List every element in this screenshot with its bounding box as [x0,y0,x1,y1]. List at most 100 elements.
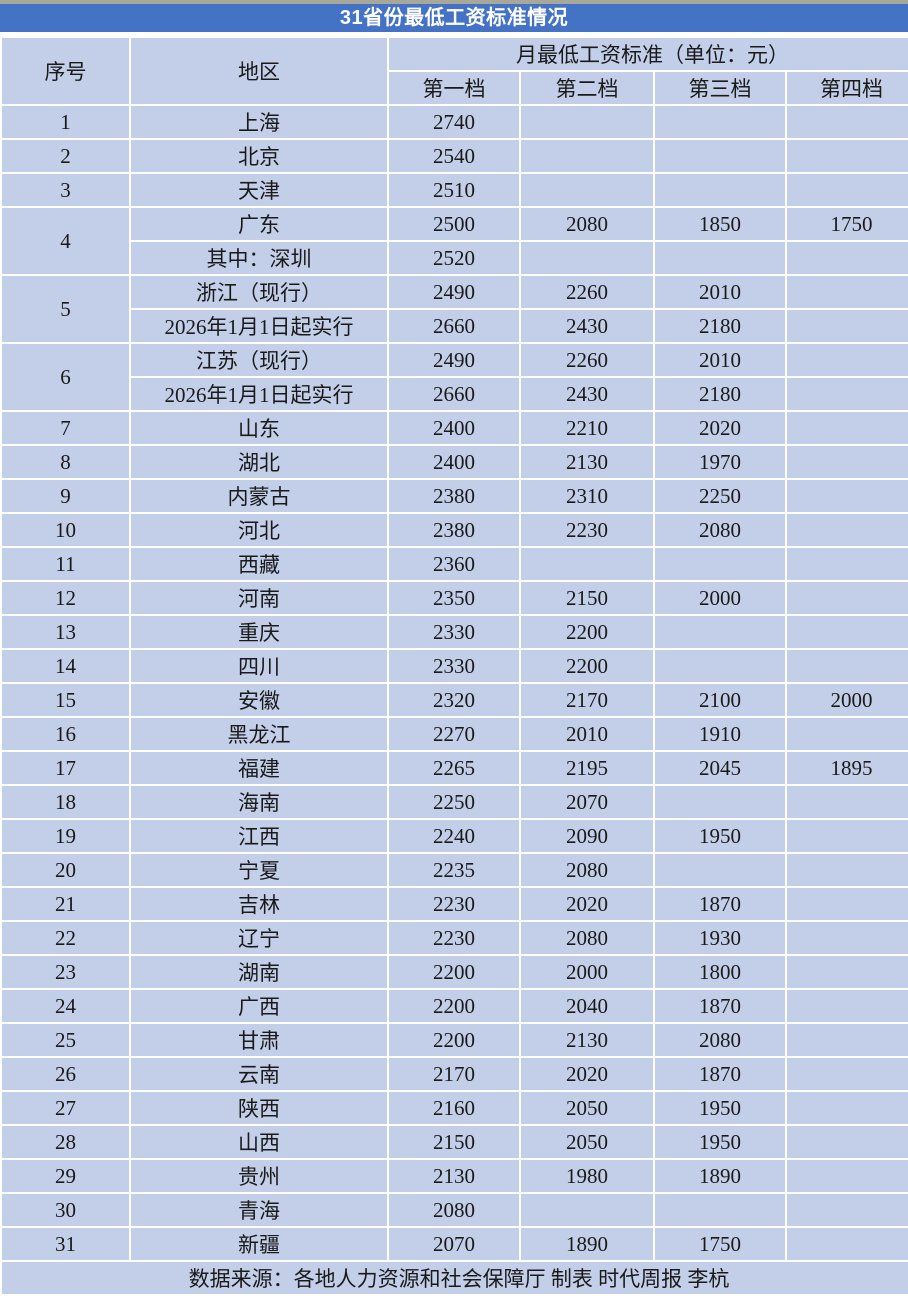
cell-tier4 [787,888,908,920]
header-tier4: 第四档 [787,72,908,104]
cell-index: 28 [2,1126,129,1158]
header-tier1: 第一档 [389,72,519,104]
minimum-wage-table: 序号 地区 月最低工资标准（单位：元） 第一档 第二档 第三档 第四档 1 上海 2… [0,36,908,1296]
page-title: 31省份最低工资标准情况 [0,4,908,32]
cell-tier4 [787,1228,908,1260]
cell-index: 7 [2,412,129,444]
cell-tier4 [787,140,908,172]
table-row: 2 北京 2540 [2,140,908,172]
table-row: 11 西藏 2360 [2,548,908,580]
cell-tier3: 2180 [655,310,785,342]
cell-region: 山东 [131,412,387,444]
cell-tier3 [655,548,785,580]
table-row: 21 吉林 2230 2020 1870 [2,888,908,920]
cell-tier2: 2130 [521,446,653,478]
cell-region: 内蒙古 [131,480,387,512]
cell-tier4 [787,786,908,818]
cell-tier4 [787,616,908,648]
cell-tier2: 2050 [521,1126,653,1158]
table-body: 1 上海 2740 2 北京 2540 3 天津 2510 4 广东 2500 2080 1850 1750… [2,106,908,1260]
table-row: 6 江苏（现行） 2490 2260 2010 [2,344,908,410]
cell-index: 4 [2,208,129,274]
source-note: 数据来源：各地人力资源和社会保障厅 制表 时代周报 李杭 [2,1262,908,1294]
cell-tier2 [521,140,653,172]
cell-tier2: 2200 [521,650,653,682]
table-row: 7 山东 2400 2210 2020 [2,412,908,444]
cell-index: 27 [2,1092,129,1124]
table-row: 10 河北 2380 2230 2080 [2,514,908,546]
cell-tier1: 2170 [389,1058,519,1090]
table-row: 23 湖南 2200 2000 1800 [2,956,908,988]
cell-index: 5 [2,276,129,342]
cell-region: 浙江（现行） [131,276,387,308]
cell-tier2: 2200 [521,616,653,648]
cell-tier3: 2080 [655,514,785,546]
cell-tier2: 2080 [521,922,653,954]
cell-tier3 [655,1194,785,1226]
cell-region: 广西 [131,990,387,1022]
table-row: 4 广东 2500 2080 1850 1750 [2,208,908,274]
table-row: 30 青海 2080 [2,1194,908,1226]
cell-region: 黑龙江 [131,718,387,750]
cell-region: 江西 [131,820,387,852]
cell-tier1: 2200 [389,990,519,1022]
cell-tier1: 2235 [389,854,519,886]
cell-tier2: 2260 [521,344,653,376]
cell-tier3: 1910 [655,718,785,750]
cell-tier2: 2000 [521,956,653,988]
cell-tier1: 2490 [389,276,519,308]
cell-tier1: 2150 [389,1126,519,1158]
cell-index: 1 [2,106,129,138]
cell-index: 20 [2,854,129,886]
cell-tier1: 2360 [389,548,519,580]
cell-tier2: 2260 [521,276,653,308]
cell-region: 海南 [131,786,387,818]
cell-index: 16 [2,718,129,750]
cell-tier4: 1750 [787,208,908,240]
cell-tier4 [787,310,908,342]
table-row: 3 天津 2510 [2,174,908,206]
cell-tier4 [787,1092,908,1124]
cell-region: 2026年1月1日起实行 [131,378,387,410]
cell-region: 河北 [131,514,387,546]
cell-tier2: 2010 [521,718,653,750]
cell-tier1: 2080 [389,1194,519,1226]
header-tier3: 第三档 [655,72,785,104]
cell-tier1: 2380 [389,514,519,546]
cell-tier1: 2490 [389,344,519,376]
cell-region: 四川 [131,650,387,682]
cell-tier4 [787,378,908,410]
cell-tier2 [521,174,653,206]
cell-tier4 [787,514,908,546]
header-row-top: 序号 地区 月最低工资标准（单位：元） [2,38,908,104]
table-row: 2026年1月1日起实行 2660 2430 2180 [2,310,908,342]
header-region: 地区 [131,38,387,104]
table-row: 20 宁夏 2235 2080 [2,854,908,886]
cell-index: 15 [2,684,129,716]
cell-tier4 [787,344,908,376]
cell-tier3: 1970 [655,446,785,478]
cell-tier2: 2230 [521,514,653,546]
cell-tier3 [655,786,785,818]
cell-index: 25 [2,1024,129,1056]
cell-region: 辽宁 [131,922,387,954]
cell-tier1: 2350 [389,582,519,614]
table-row: 12 河南 2350 2150 2000 [2,582,908,614]
cell-index: 18 [2,786,129,818]
cell-tier3: 2100 [655,684,785,716]
cell-region: 河南 [131,582,387,614]
cell-tier3: 1950 [655,1092,785,1124]
cell-tier4 [787,582,908,614]
cell-tier2: 2210 [521,412,653,444]
cell-tier4 [787,242,908,274]
cell-region: 天津 [131,174,387,206]
cell-index: 22 [2,922,129,954]
cell-region: 湖南 [131,956,387,988]
cell-tier3 [655,854,785,886]
cell-region: 福建 [131,752,387,784]
cell-tier1: 2250 [389,786,519,818]
cell-region: 2026年1月1日起实行 [131,310,387,342]
cell-tier1: 2230 [389,922,519,954]
table-row: 9 内蒙古 2380 2310 2250 [2,480,908,512]
table-row: 29 贵州 2130 1980 1890 [2,1160,908,1192]
